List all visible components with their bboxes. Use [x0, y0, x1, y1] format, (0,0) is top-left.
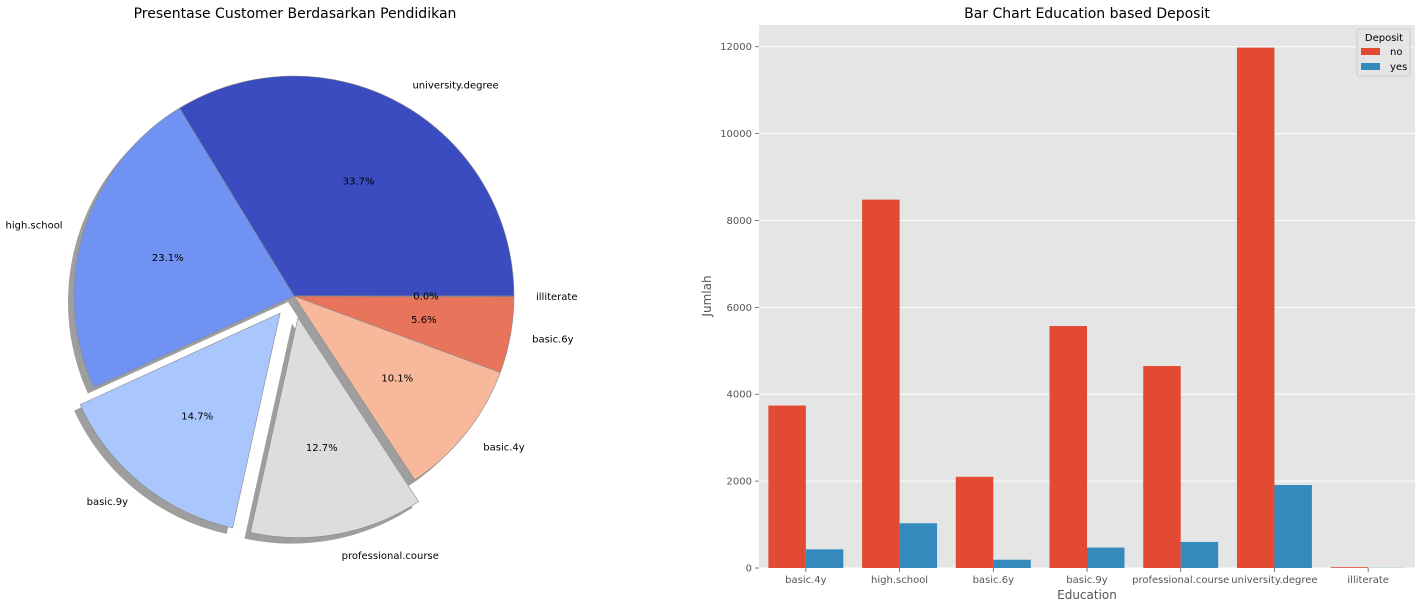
legend: Deposit no yes	[1356, 28, 1411, 77]
pie-label-basic-6y: basic.6y	[532, 335, 574, 346]
pie-pct-basic-6y: 5.6%	[411, 315, 436, 326]
bar-university-degree-yes	[1274, 485, 1312, 568]
bar-basic-6y-yes	[993, 559, 1031, 568]
pie-chart-title: Presentase Customer Berdasarkan Pendidik…	[134, 6, 457, 22]
bar-chart-title: Bar Chart Education based Deposit	[964, 6, 1210, 22]
pie-pct-high-school: 23.1%	[152, 253, 184, 264]
pie-slice-basic-9y	[79, 312, 281, 529]
bar-basic-4y-yes	[805, 549, 844, 568]
bar-university-degree-no	[1236, 47, 1275, 568]
legend-items: no yes	[1361, 47, 1407, 73]
x-tick-label-professional-course: professional.course	[1132, 575, 1229, 586]
y-tick-label-8000: 8000	[727, 216, 752, 227]
pie-pct-illiterate: 0.0%	[413, 292, 438, 303]
pie-pct-professional-course: 12.7%	[306, 443, 338, 454]
bar-basic-6y-no	[955, 476, 994, 568]
pie-label-basic-9y: basic.9y	[87, 497, 129, 508]
pie-labels: 33.7% university.degree 23.1% high.school 14…	[6, 80, 578, 562]
pie-chart: Presentase Customer Berdasarkan Pendidik…	[6, 6, 578, 562]
legend-swatch-yes	[1361, 63, 1380, 70]
bar-chart: Bar Chart Education based Deposit 0 2000 4…	[700, 6, 1415, 602]
pie-slice-illiterate	[293, 295, 515, 297]
pie-slice-university-degree	[179, 75, 515, 297]
bar-professional-course-yes	[1180, 541, 1219, 568]
pie-slice-professional-course	[250, 316, 420, 538]
y-axis-label: Jumlah	[700, 275, 714, 317]
pie-label-basic-4y: basic.4y	[483, 442, 525, 453]
pie-pct-university-degree: 33.7%	[343, 176, 375, 187]
bar-illiterate-no	[1330, 567, 1369, 568]
x-axis-ticks: basic.4y high.school basic.6y basic.9y profe…	[785, 568, 1389, 586]
pie-slice-basic-4y	[293, 295, 501, 481]
y-tick-label-4000: 4000	[727, 390, 752, 401]
pie-label-professional-course: professional.course	[342, 551, 439, 562]
bar-high-school-yes	[899, 523, 938, 568]
bar-basic-9y-yes	[1087, 547, 1125, 568]
legend-label-no: no	[1390, 47, 1402, 58]
pie-pct-basic-9y: 14.7%	[181, 411, 213, 422]
y-tick-label-2000: 2000	[727, 477, 752, 488]
y-tick-label-12000: 12000	[720, 42, 752, 53]
bar-basic-9y-no	[1049, 326, 1087, 568]
pie-label-illiterate: illiterate	[536, 292, 578, 303]
legend-swatch-no	[1361, 48, 1380, 55]
x-tick-label-basic-6y: basic.6y	[973, 575, 1015, 586]
y-tick-label-0: 0	[746, 564, 752, 575]
x-tick-label-illiterate: illiterate	[1347, 575, 1389, 586]
y-axis-ticks: 0 2000 4000 6000 8000 10000 12000	[720, 42, 759, 575]
pie-slice-high-school	[73, 107, 295, 388]
bar-professional-course-no	[1143, 366, 1181, 568]
pie-slices	[73, 75, 515, 538]
x-tick-label-basic-4y: basic.4y	[785, 575, 827, 586]
x-tick-label-university-degree: university.degree	[1231, 575, 1317, 586]
legend-title: Deposit	[1365, 33, 1403, 44]
bar-basic-4y-no	[768, 405, 806, 568]
x-axis-label: Education	[1057, 588, 1117, 602]
x-tick-label-basic-9y: basic.9y	[1066, 575, 1108, 586]
pie-label-high-school: high.school	[6, 221, 63, 232]
x-tick-label-high-school: high.school	[871, 575, 928, 586]
bar-high-school-no	[862, 199, 900, 569]
y-tick-label-10000: 10000	[720, 129, 752, 140]
pie-pct-basic-4y: 10.1%	[381, 374, 413, 385]
bars	[768, 47, 1406, 569]
pie-label-university-degree: university.degree	[412, 80, 498, 91]
legend-label-yes: yes	[1390, 62, 1407, 73]
y-tick-label-6000: 6000	[727, 303, 752, 314]
